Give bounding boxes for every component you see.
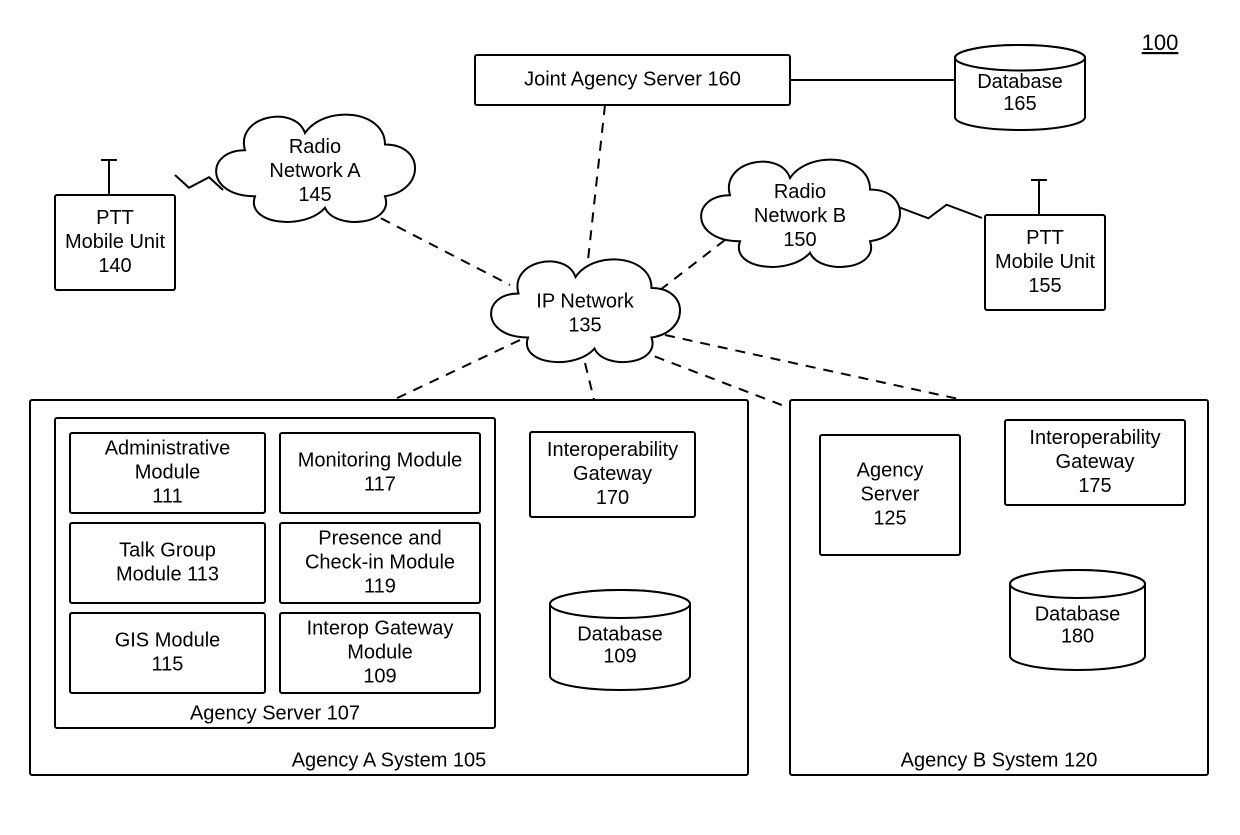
edge-zig: [175, 175, 223, 190]
svg-text:Network A: Network A: [269, 160, 361, 182]
svg-text:155: 155: [1028, 275, 1061, 297]
edge: [660, 240, 725, 290]
svg-text:119: 119: [364, 575, 396, 597]
svg-text:Interoperability: Interoperability: [547, 439, 678, 461]
svg-text:150: 150: [783, 229, 816, 251]
svg-text:Radio: Radio: [774, 181, 826, 203]
svg-text:140: 140: [98, 255, 131, 277]
svg-text:165: 165: [1003, 93, 1036, 115]
svg-text:Network B: Network B: [754, 205, 846, 227]
svg-text:Gateway: Gateway: [1056, 451, 1135, 473]
svg-text:Check-in Module: Check-in Module: [305, 551, 455, 573]
svg-text:Agency: Agency: [857, 459, 924, 481]
svg-text:Radio: Radio: [289, 136, 341, 158]
edge: [365, 210, 510, 285]
svg-text:170: 170: [596, 487, 629, 509]
svg-text:Database: Database: [977, 71, 1063, 93]
svg-text:109: 109: [603, 645, 636, 667]
svg-text:PTT: PTT: [1026, 227, 1064, 249]
edge-zig: [893, 205, 982, 219]
svg-text:Interoperability: Interoperability: [1029, 427, 1160, 449]
svg-text:125: 125: [873, 507, 906, 529]
svg-text:GIS Module: GIS Module: [115, 629, 221, 651]
svg-text:Interop Gateway: Interop Gateway: [307, 617, 454, 639]
svg-text:Talk Group: Talk Group: [119, 539, 216, 561]
figure-ref: 100: [1142, 30, 1179, 55]
svg-text:Presence and: Presence and: [318, 527, 441, 549]
svg-text:117: 117: [364, 473, 396, 495]
svg-text:Monitoring Module: Monitoring Module: [298, 449, 463, 471]
edge: [588, 105, 605, 260]
svg-text:175: 175: [1078, 475, 1111, 497]
svg-text:Administrative: Administrative: [105, 437, 231, 459]
svg-text:Database: Database: [577, 623, 663, 645]
svg-text:Module 113: Module 113: [116, 563, 219, 585]
svg-text:Mobile Unit: Mobile Unit: [995, 251, 1095, 273]
svg-text:Agency A System 105: Agency A System 105: [292, 749, 487, 771]
svg-text:115: 115: [152, 653, 184, 675]
svg-text:Module: Module: [347, 641, 413, 663]
svg-text:Module: Module: [135, 461, 201, 483]
svg-text:111: 111: [152, 485, 182, 507]
svg-text:Mobile Unit: Mobile Unit: [65, 231, 165, 253]
svg-text:180: 180: [1061, 625, 1094, 647]
svg-text:135: 135: [568, 314, 601, 336]
svg-text:109: 109: [363, 665, 396, 687]
svg-text:Database: Database: [1035, 603, 1121, 625]
svg-text:145: 145: [298, 184, 331, 206]
svg-text:Agency B System 120: Agency B System 120: [901, 749, 1098, 771]
svg-text:Gateway: Gateway: [573, 463, 652, 485]
svg-text:Agency Server 107: Agency Server 107: [190, 702, 360, 724]
svg-text:PTT: PTT: [96, 207, 134, 229]
svg-text:Server: Server: [861, 483, 920, 505]
svg-text:IP Network: IP Network: [536, 290, 634, 312]
svg-text:Joint Agency Server 160: Joint Agency Server 160: [524, 68, 741, 90]
